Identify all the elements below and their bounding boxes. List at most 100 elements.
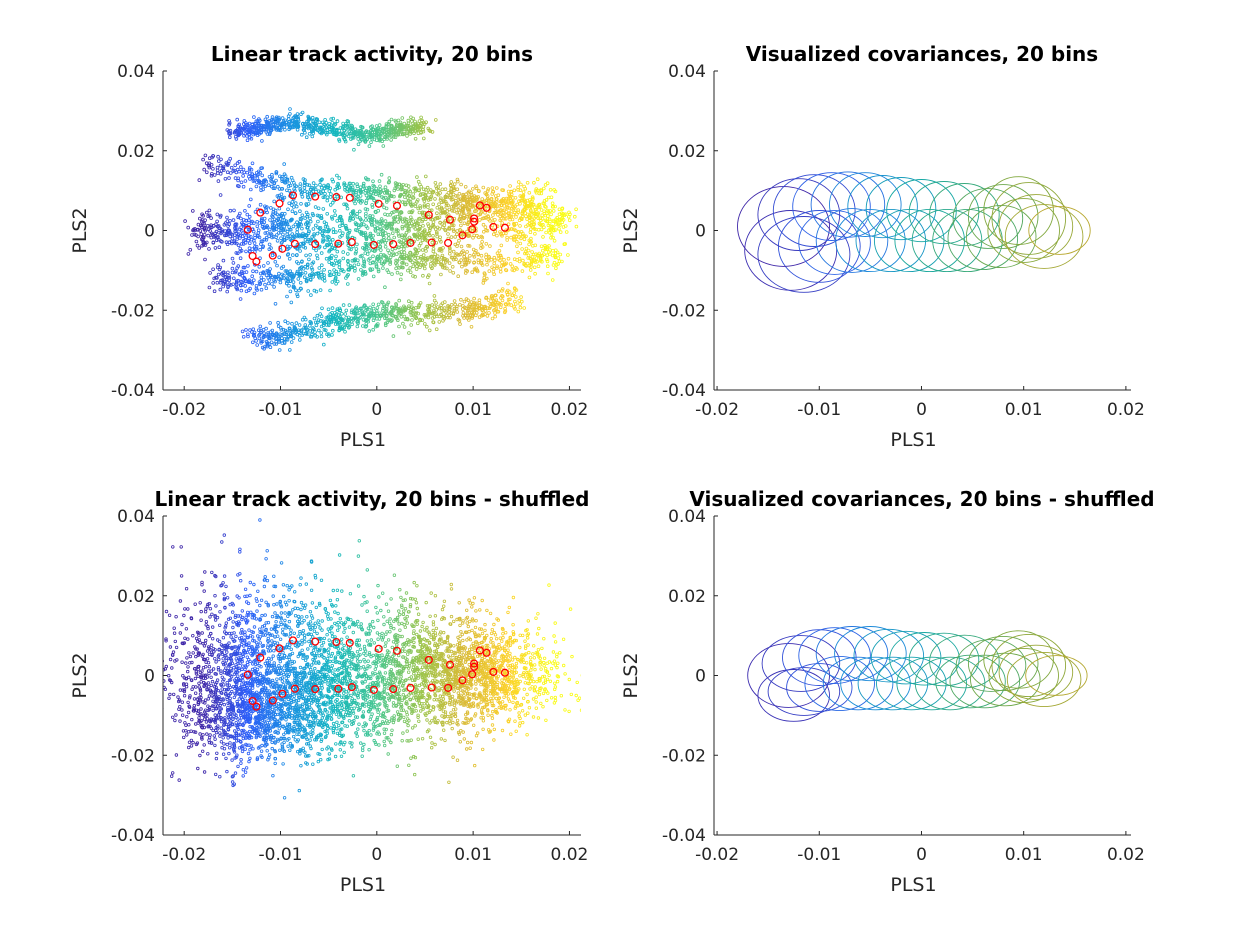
scatter-point (400, 224, 405, 229)
scatter-point (532, 211, 537, 216)
scatter-point (367, 329, 372, 333)
scatter-point (506, 281, 510, 286)
chart-title: Visualized covariances, 20 bins (746, 42, 1098, 66)
scatter-point (431, 202, 436, 207)
scatter-point (443, 207, 447, 212)
scatter-point (297, 788, 301, 793)
scatter-point (423, 262, 428, 266)
scatter-point (325, 225, 330, 229)
scatter-point (433, 197, 437, 201)
scatter-point (382, 129, 387, 134)
scatter-point (462, 204, 467, 209)
scatter-point (228, 208, 233, 213)
scatter-point (215, 165, 220, 170)
scatter-point (288, 664, 292, 668)
scatter-point (457, 192, 462, 196)
scatter-point (557, 259, 562, 264)
scatter-point (531, 225, 535, 230)
scatter-point (337, 241, 341, 246)
scatter-point (345, 206, 350, 211)
scatter-point (262, 693, 267, 697)
scatter-point (219, 239, 223, 243)
scatter-point (418, 301, 423, 305)
scatter-point (331, 116, 336, 121)
scatter-point (191, 740, 195, 745)
scatter-point (558, 230, 563, 234)
scatter-point (167, 696, 171, 700)
scatter-point (338, 126, 343, 130)
scatter-point (504, 210, 509, 214)
scatter-point (327, 249, 331, 254)
scatter-point (466, 209, 471, 213)
scatter-point (420, 219, 424, 224)
scatter-point (247, 246, 252, 251)
scatter-point (236, 278, 241, 283)
scatter-point (499, 264, 504, 268)
scatter-point (422, 235, 427, 240)
scatter-point (482, 199, 487, 204)
scatter-point (550, 201, 555, 206)
scatter-point (327, 189, 332, 193)
scatter-point (331, 230, 336, 235)
scatter-point (418, 317, 422, 322)
scatter-point (418, 224, 422, 229)
scatter-point (347, 181, 352, 186)
scatter-point (400, 256, 405, 260)
scatter-point (505, 202, 509, 207)
scatter-point (289, 175, 294, 180)
covariance-ellipse (983, 176, 1054, 245)
scatter-point (468, 304, 472, 309)
scatter-point (385, 268, 390, 272)
scatter-point (296, 115, 300, 119)
scatter-point (374, 186, 379, 191)
scatter-point (401, 132, 406, 137)
scatter-point (355, 242, 359, 247)
scatter-point (385, 302, 390, 306)
scatter-point (220, 687, 224, 691)
scatter-point (208, 733, 212, 737)
covariance-ellipse (737, 186, 830, 267)
scatter-point (410, 318, 414, 322)
scatter-point (473, 302, 478, 307)
scatter-point (299, 217, 304, 221)
scatter-point (409, 258, 413, 262)
scatter-point (147, 718, 150, 721)
scatter-point (286, 184, 291, 189)
scatter-point (218, 280, 223, 285)
scatter-point (256, 130, 261, 135)
scatter-point (358, 254, 363, 259)
scatter-point (212, 289, 217, 294)
scatter-point (443, 227, 447, 232)
scatter-point (208, 229, 212, 233)
scatter-point (298, 220, 302, 224)
scatter-point (455, 232, 459, 237)
scatter-point (503, 217, 508, 221)
scatter-point (205, 717, 210, 721)
scatter-point (390, 272, 394, 276)
scatter-point (518, 302, 522, 306)
scatter-point (274, 233, 279, 237)
scatter-point (209, 683, 213, 688)
scatter-point (251, 340, 255, 345)
scatter-point (484, 215, 489, 220)
scatter-point (373, 324, 378, 329)
plot-area (183, 107, 579, 352)
scatter-point (314, 248, 318, 253)
scatter-point (504, 290, 509, 294)
scatter-point (479, 243, 484, 248)
scatter-point (316, 219, 320, 224)
scatter-point (451, 249, 456, 254)
scatter-point (260, 123, 264, 128)
scatter-point (467, 214, 472, 218)
scatter-point (369, 140, 373, 145)
scatter-point (340, 221, 345, 226)
scatter-point (452, 306, 457, 311)
scatter-point (293, 201, 298, 205)
scatter-point (174, 713, 178, 717)
scatter-point (264, 286, 269, 291)
scatter-point (289, 333, 293, 338)
scatter-point (247, 174, 251, 179)
scatter-point (306, 195, 311, 200)
scatter-point (462, 299, 467, 304)
scatter-point (215, 280, 220, 285)
